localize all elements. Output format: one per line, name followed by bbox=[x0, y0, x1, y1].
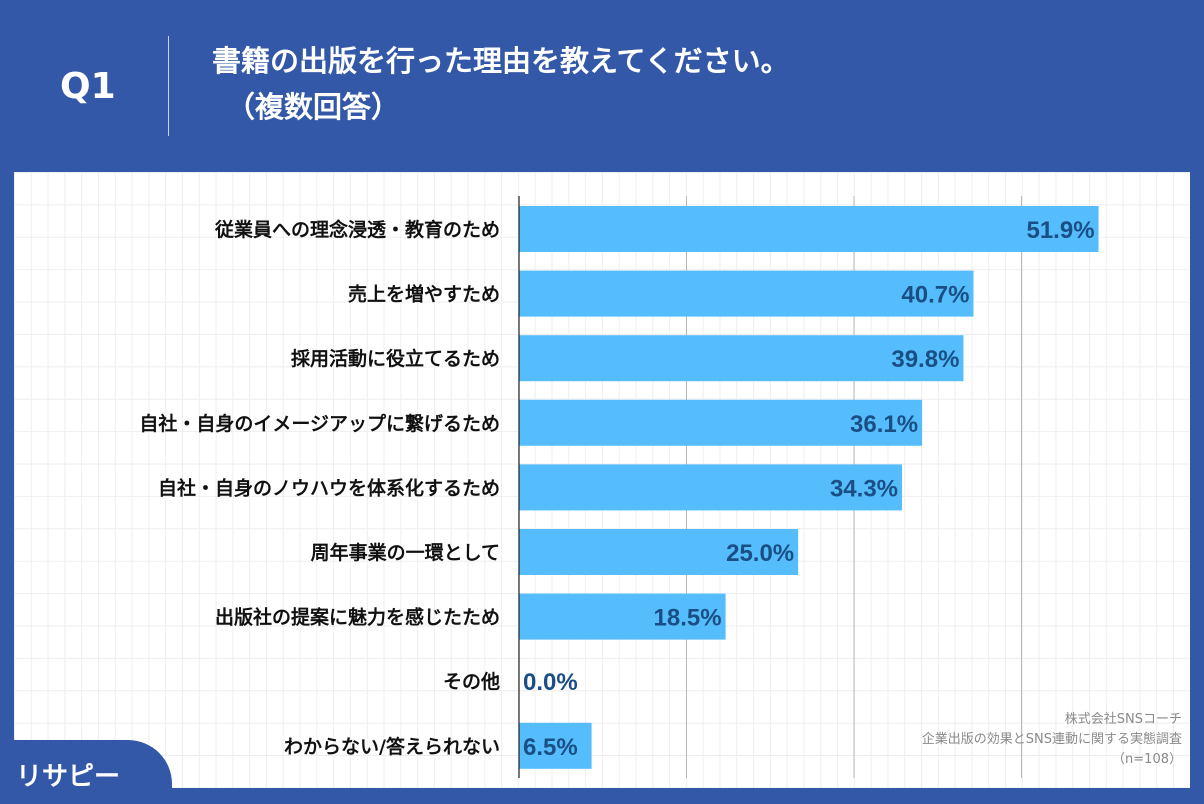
data-label: 18.5% bbox=[654, 605, 722, 632]
question-title: 書籍の出版を行った理由を教えてください。 （複数回答） bbox=[212, 38, 790, 130]
category-label: その他 bbox=[443, 670, 500, 693]
title-text: 書籍の出版を行った理由を教えてください。 bbox=[212, 44, 790, 78]
bar bbox=[519, 722, 592, 769]
data-label: 36.1% bbox=[850, 411, 918, 438]
data-label: 0.0% bbox=[523, 669, 578, 696]
data-label: 51.9% bbox=[1026, 217, 1094, 244]
logo-text: リサピー bbox=[16, 762, 121, 792]
data-label: 6.5% bbox=[523, 734, 578, 761]
bar bbox=[519, 206, 1099, 252]
category-label: わからない/答えられない bbox=[284, 735, 500, 758]
source-survey: 企業出版の効果とSNS連動に関する実態調査 bbox=[921, 732, 1182, 747]
bar bbox=[519, 529, 799, 575]
source-company: 株式会社SNSコーチ bbox=[1064, 712, 1182, 727]
logo: リサピー bbox=[0, 740, 172, 804]
category-label: 周年事業の一環として bbox=[311, 541, 500, 564]
bar bbox=[519, 335, 964, 382]
header-divider bbox=[168, 36, 169, 136]
category-label: 採用活動に役立てるため bbox=[291, 347, 500, 370]
category-label: 自社・自身のイメージアップに繋げるため bbox=[139, 412, 500, 435]
category-label: 自社・自身のノウハウを体系化するため bbox=[158, 476, 500, 499]
data-label: 40.7% bbox=[901, 282, 969, 309]
source-note: 株式会社SNSコーチ 企業出版の効果とSNS連動に関する実態調査 （n=108） bbox=[922, 710, 1182, 770]
source-n: （n=108） bbox=[1112, 752, 1182, 767]
category-label: 売上を増やすため bbox=[348, 283, 500, 306]
category-label: 従業員への理念浸透・教育のため bbox=[214, 218, 500, 241]
data-label: 39.8% bbox=[891, 346, 959, 373]
category-label: 出版社の提案に魅力を感じたため bbox=[215, 606, 500, 629]
bar bbox=[519, 464, 903, 511]
question-number: Q1 bbox=[60, 66, 116, 107]
title-subtitle: （複数回答） bbox=[226, 90, 401, 124]
bar bbox=[519, 593, 726, 640]
bar bbox=[519, 399, 923, 446]
data-label: 25.0% bbox=[726, 540, 794, 567]
bar bbox=[519, 270, 974, 317]
data-label: 34.3% bbox=[830, 475, 898, 502]
